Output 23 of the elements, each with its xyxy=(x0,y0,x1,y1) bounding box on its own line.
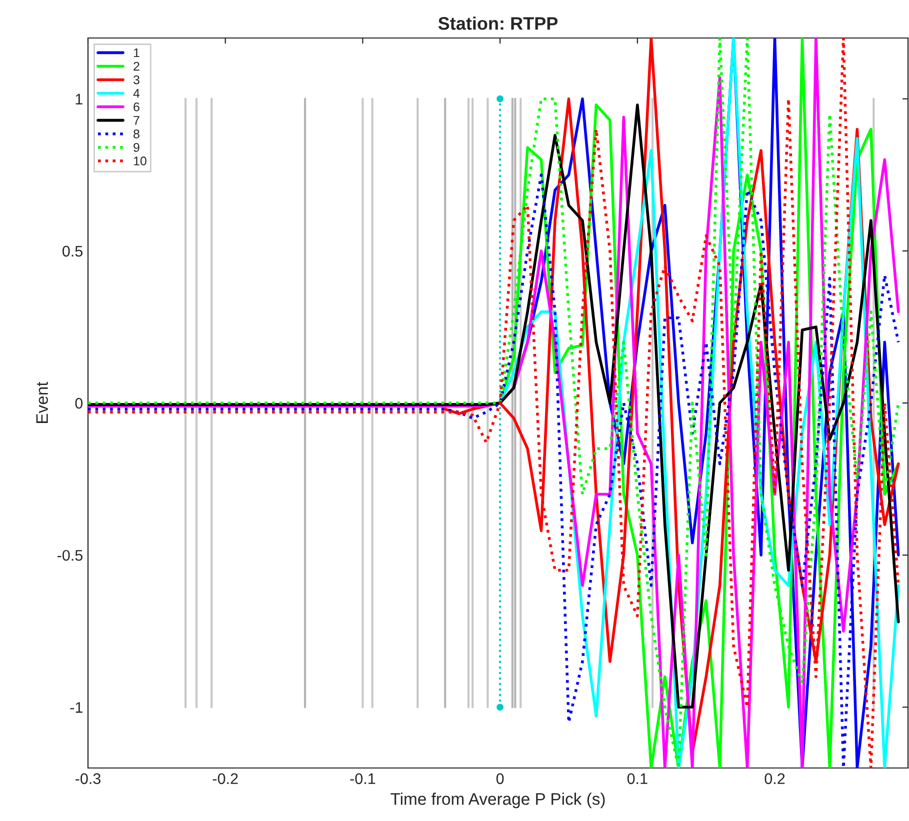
x-tick-label: 0 xyxy=(496,773,504,784)
x-tick-label: -0.1 xyxy=(350,773,376,784)
legend-label: 9 xyxy=(134,143,140,152)
x-tick-label: -0.2 xyxy=(212,773,238,784)
x-axis-title: Time from Average P Pick (s) xyxy=(390,792,605,808)
legend-label: 4 xyxy=(133,89,140,98)
y-tick-label: 0 xyxy=(75,398,83,409)
legend-label: 6 xyxy=(134,102,140,112)
x-tick-label: -0.3 xyxy=(76,773,100,784)
x-tick-label: 0.1 xyxy=(627,773,648,784)
legend-label: 7 xyxy=(134,116,140,125)
legend-label: 3 xyxy=(133,75,140,84)
y-tick-label: -1 xyxy=(70,702,82,713)
legend-label: 8 xyxy=(134,129,140,138)
x-tick-label: 0.2 xyxy=(764,773,785,784)
legend-label: 2 xyxy=(134,62,140,71)
y-axis-title: Event xyxy=(36,382,48,423)
y-tick-label: -0.5 xyxy=(57,550,82,561)
legend-label: 10 xyxy=(134,156,146,166)
y-tick-label: 0.5 xyxy=(62,246,82,257)
chart-title: Station: RTPP xyxy=(438,16,558,30)
legend-label: 1 xyxy=(134,48,140,58)
y-tick-label: 1 xyxy=(76,94,82,104)
